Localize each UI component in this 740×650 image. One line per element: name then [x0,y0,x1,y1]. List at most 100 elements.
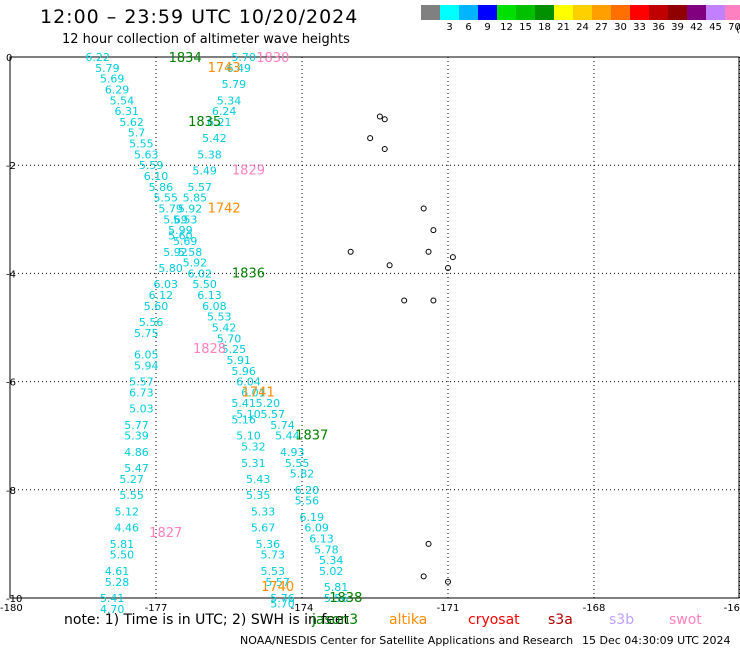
wave-height-value: 6.05 [134,349,159,362]
scale-swatch [459,5,478,20]
wave-height-value: 5.92 [178,202,203,215]
island-outline [420,205,427,212]
x-tick-label: -16 [724,603,740,614]
wave-height-value: 5.57 [261,408,286,421]
x-tick-label: -180 [0,603,23,614]
wave-height-value: 6.73 [129,386,154,399]
island-outline [445,578,451,585]
scale-cell: 6 [459,5,478,34]
wave-height-value: 5.70 [217,332,242,345]
wave-height-value: 5.63 [134,148,159,161]
y-tick-label: 0 [6,53,12,64]
wave-height-value: 5.85 [183,192,208,205]
timestamp-text: 15 Dec 04:30:09 UTC 2024 [582,634,731,647]
wave-height-value: 5.77 [124,419,149,432]
wave-height-value: 6.04 [236,376,261,389]
legend-item-cryosat: cryosat [468,612,520,628]
scale-cell: 70 [725,5,740,34]
wave-height-value: 5.73 [261,549,286,562]
legend-item-jason3: jason3 [312,612,359,628]
wave-height-value: 6.13 [197,289,222,302]
wave-height-value: 5.33 [251,505,276,518]
wave-height-value: 5.27 [119,473,144,486]
wave-height-value: 5.55 [153,192,178,205]
scale-label: 3 [446,22,453,33]
pass-time-label: 1837 [295,429,328,444]
scale-cell: 39 [668,5,687,34]
wave-height-value: 5.7 [128,127,146,140]
scale-swatch [516,5,535,20]
scale-label: 24 [576,22,589,33]
wave-height-value: 5.80 [158,262,183,275]
wave-height-value: 5.42 [212,322,237,335]
wave-height-value: 5.99 [168,224,193,237]
wave-height-value: 4.93 [280,446,305,459]
island-outline [430,297,437,304]
pass-time-label: 1838 [329,591,362,606]
wave-height-value: 5.79 [158,202,183,215]
wave-height-value: 6.21 [207,116,232,129]
scale-label: 39 [671,22,684,33]
wave-height-value: 5.57 [188,181,213,194]
scale-label: 33 [633,22,646,33]
scale-swatch [421,5,440,20]
legend-item-s3b: s3b [609,612,635,628]
wave-height-value: 6.03 [153,278,178,291]
scale-cell: 33 [630,5,649,34]
wave-height-value: 6.09 [304,522,329,535]
wave-height-value: 5.41 [100,592,125,605]
wave-height-value: 4.70 [100,603,125,616]
island-outline [381,145,388,152]
wave-height-value: 5.54 [110,94,135,107]
island-outline [376,113,383,120]
wave-height-value: 5.03 [129,403,154,416]
wave-height-value: 5.55 [129,138,154,151]
wave-height-value: 5.82 [290,468,315,481]
wave-height-value: 5.47 [124,462,149,475]
wave-height-value: 5.44 [275,430,300,443]
footer-note: note: 1) Time is in UTC; 2) SWH is in fe… [64,612,350,628]
island-outline [347,248,354,255]
island-outline [420,573,427,580]
wave-height-value: 5.39 [124,430,149,443]
wave-height-value: 5.69 [173,235,198,248]
wave-height-value: 5.57 [265,576,290,589]
wave-height-value: 5.78 [314,543,339,556]
wave-height-value: 5.31 [241,457,266,470]
wave-height-value: 5.56 [139,316,164,329]
wave-height-value: 6.10 [144,170,169,183]
island-outline [449,254,456,261]
scale-swatch [725,5,740,20]
wave-height-value: 5.43 [246,473,271,486]
y-tick-label: -4 [6,269,16,280]
wave-height-value: 5.91 [226,354,251,367]
wave-height-value: 5.53 [207,311,232,324]
wave-height-value: 5.41 [231,397,256,410]
wave-height-value: 5.56 [295,495,320,508]
scale-label: 9 [484,22,491,33]
pass-time-label: 1834 [169,51,202,66]
y-tick-label: -2 [6,161,16,172]
scale-label: 70 [728,22,740,33]
wave-height-value: 5.60 [144,300,169,313]
legend-item-swot: swot [669,612,702,628]
scale-label: 6 [465,22,472,33]
wave-height-value: 5.42 [202,132,227,145]
island-outline [401,297,408,304]
wave-height-value: 6.13 [309,532,334,545]
wave-height-value: 5.86 [149,181,174,194]
scale-cell: 15 [516,5,535,34]
wave-height-value: 6.02 [188,267,213,280]
wave-height-value: 5.92 [163,246,188,259]
scale-cell: 21 [554,5,573,34]
island-outline [381,116,388,123]
wave-height-value: 4.46 [115,522,140,535]
wave-height-value: 5.94 [134,359,159,372]
pass-time-label: 1740 [261,580,294,595]
scale-label: 30 [614,22,627,33]
wave-height-value: 5.32 [241,441,266,454]
scale-label: 21 [557,22,570,33]
wave-height-value: 5.75 [134,327,159,340]
wave-height-value: 6.01 [241,386,266,399]
scale-cell: 30 [611,5,630,34]
